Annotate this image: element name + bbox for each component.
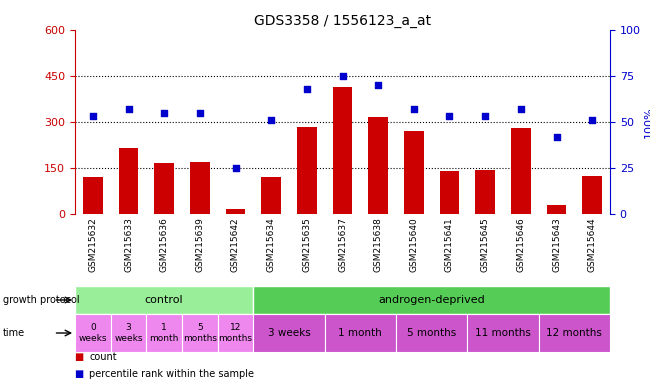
Point [587,117,597,123]
Bar [254,314,324,352]
Text: GSM215645: GSM215645 [480,218,489,272]
Point [551,134,562,140]
Text: 5 months: 5 months [407,328,456,338]
Text: growth protocol: growth protocol [3,295,80,305]
Text: GSM215641: GSM215641 [445,218,454,272]
Bar [467,314,539,352]
Point [515,106,526,112]
Bar [511,128,530,214]
Point [230,165,240,171]
Bar [369,118,388,214]
Text: GSM215643: GSM215643 [552,218,561,272]
Text: 11 months: 11 months [475,328,531,338]
Text: GSM215637: GSM215637 [338,218,347,273]
Text: 1 month: 1 month [339,328,382,338]
Bar [396,314,467,352]
Point [409,106,419,112]
Bar [404,131,424,214]
Point [124,106,134,112]
Text: GSM215644: GSM215644 [588,218,597,272]
Point [480,113,490,119]
Text: 12
months: 12 months [218,323,252,343]
Point [159,110,170,116]
Title: GDS3358 / 1556123_a_at: GDS3358 / 1556123_a_at [254,13,431,28]
Bar [539,314,610,352]
Bar [75,286,254,314]
Bar [324,314,396,352]
Text: GSM215633: GSM215633 [124,218,133,273]
Text: GSM215642: GSM215642 [231,218,240,272]
Bar [254,286,610,314]
Point [88,113,98,119]
Bar [333,87,352,214]
Bar [475,169,495,214]
Y-axis label: 100%: 100% [644,106,650,138]
Text: 12 months: 12 months [547,328,603,338]
Point [266,117,276,123]
Text: 0
weeks: 0 weeks [79,323,107,343]
Point [337,73,348,79]
Bar [111,314,146,352]
Point [445,113,455,119]
Text: 3 weeks: 3 weeks [268,328,311,338]
Bar [547,205,566,214]
Bar [297,127,317,214]
Bar [439,171,460,214]
Bar [226,209,245,214]
Bar [154,164,174,214]
Point [302,86,312,92]
Bar [190,162,210,214]
Text: GSM215640: GSM215640 [410,218,419,272]
Text: percentile rank within the sample: percentile rank within the sample [89,369,254,379]
Text: GSM215634: GSM215634 [266,218,276,272]
Text: ■: ■ [75,352,87,362]
Text: 3
weeks: 3 weeks [114,323,143,343]
Text: ■: ■ [75,369,87,379]
Bar [582,175,602,214]
Text: count: count [89,352,117,362]
Bar [83,177,103,214]
Text: 1
month: 1 month [150,323,179,343]
Bar [119,148,138,214]
Text: control: control [145,295,183,305]
Text: GSM215636: GSM215636 [160,218,168,273]
Text: time: time [3,328,25,338]
Bar [146,314,182,352]
Point [194,110,205,116]
Text: GSM215632: GSM215632 [88,218,98,272]
Text: androgen-deprived: androgen-deprived [378,295,485,305]
Bar [182,314,218,352]
Point [373,82,384,88]
Text: 5
months: 5 months [183,323,217,343]
Bar [75,314,110,352]
Bar [218,314,254,352]
Text: GSM215635: GSM215635 [302,218,311,273]
Text: GSM215646: GSM215646 [516,218,525,272]
Text: GSM215638: GSM215638 [374,218,383,273]
Bar [261,177,281,214]
Text: GSM215639: GSM215639 [196,218,204,273]
